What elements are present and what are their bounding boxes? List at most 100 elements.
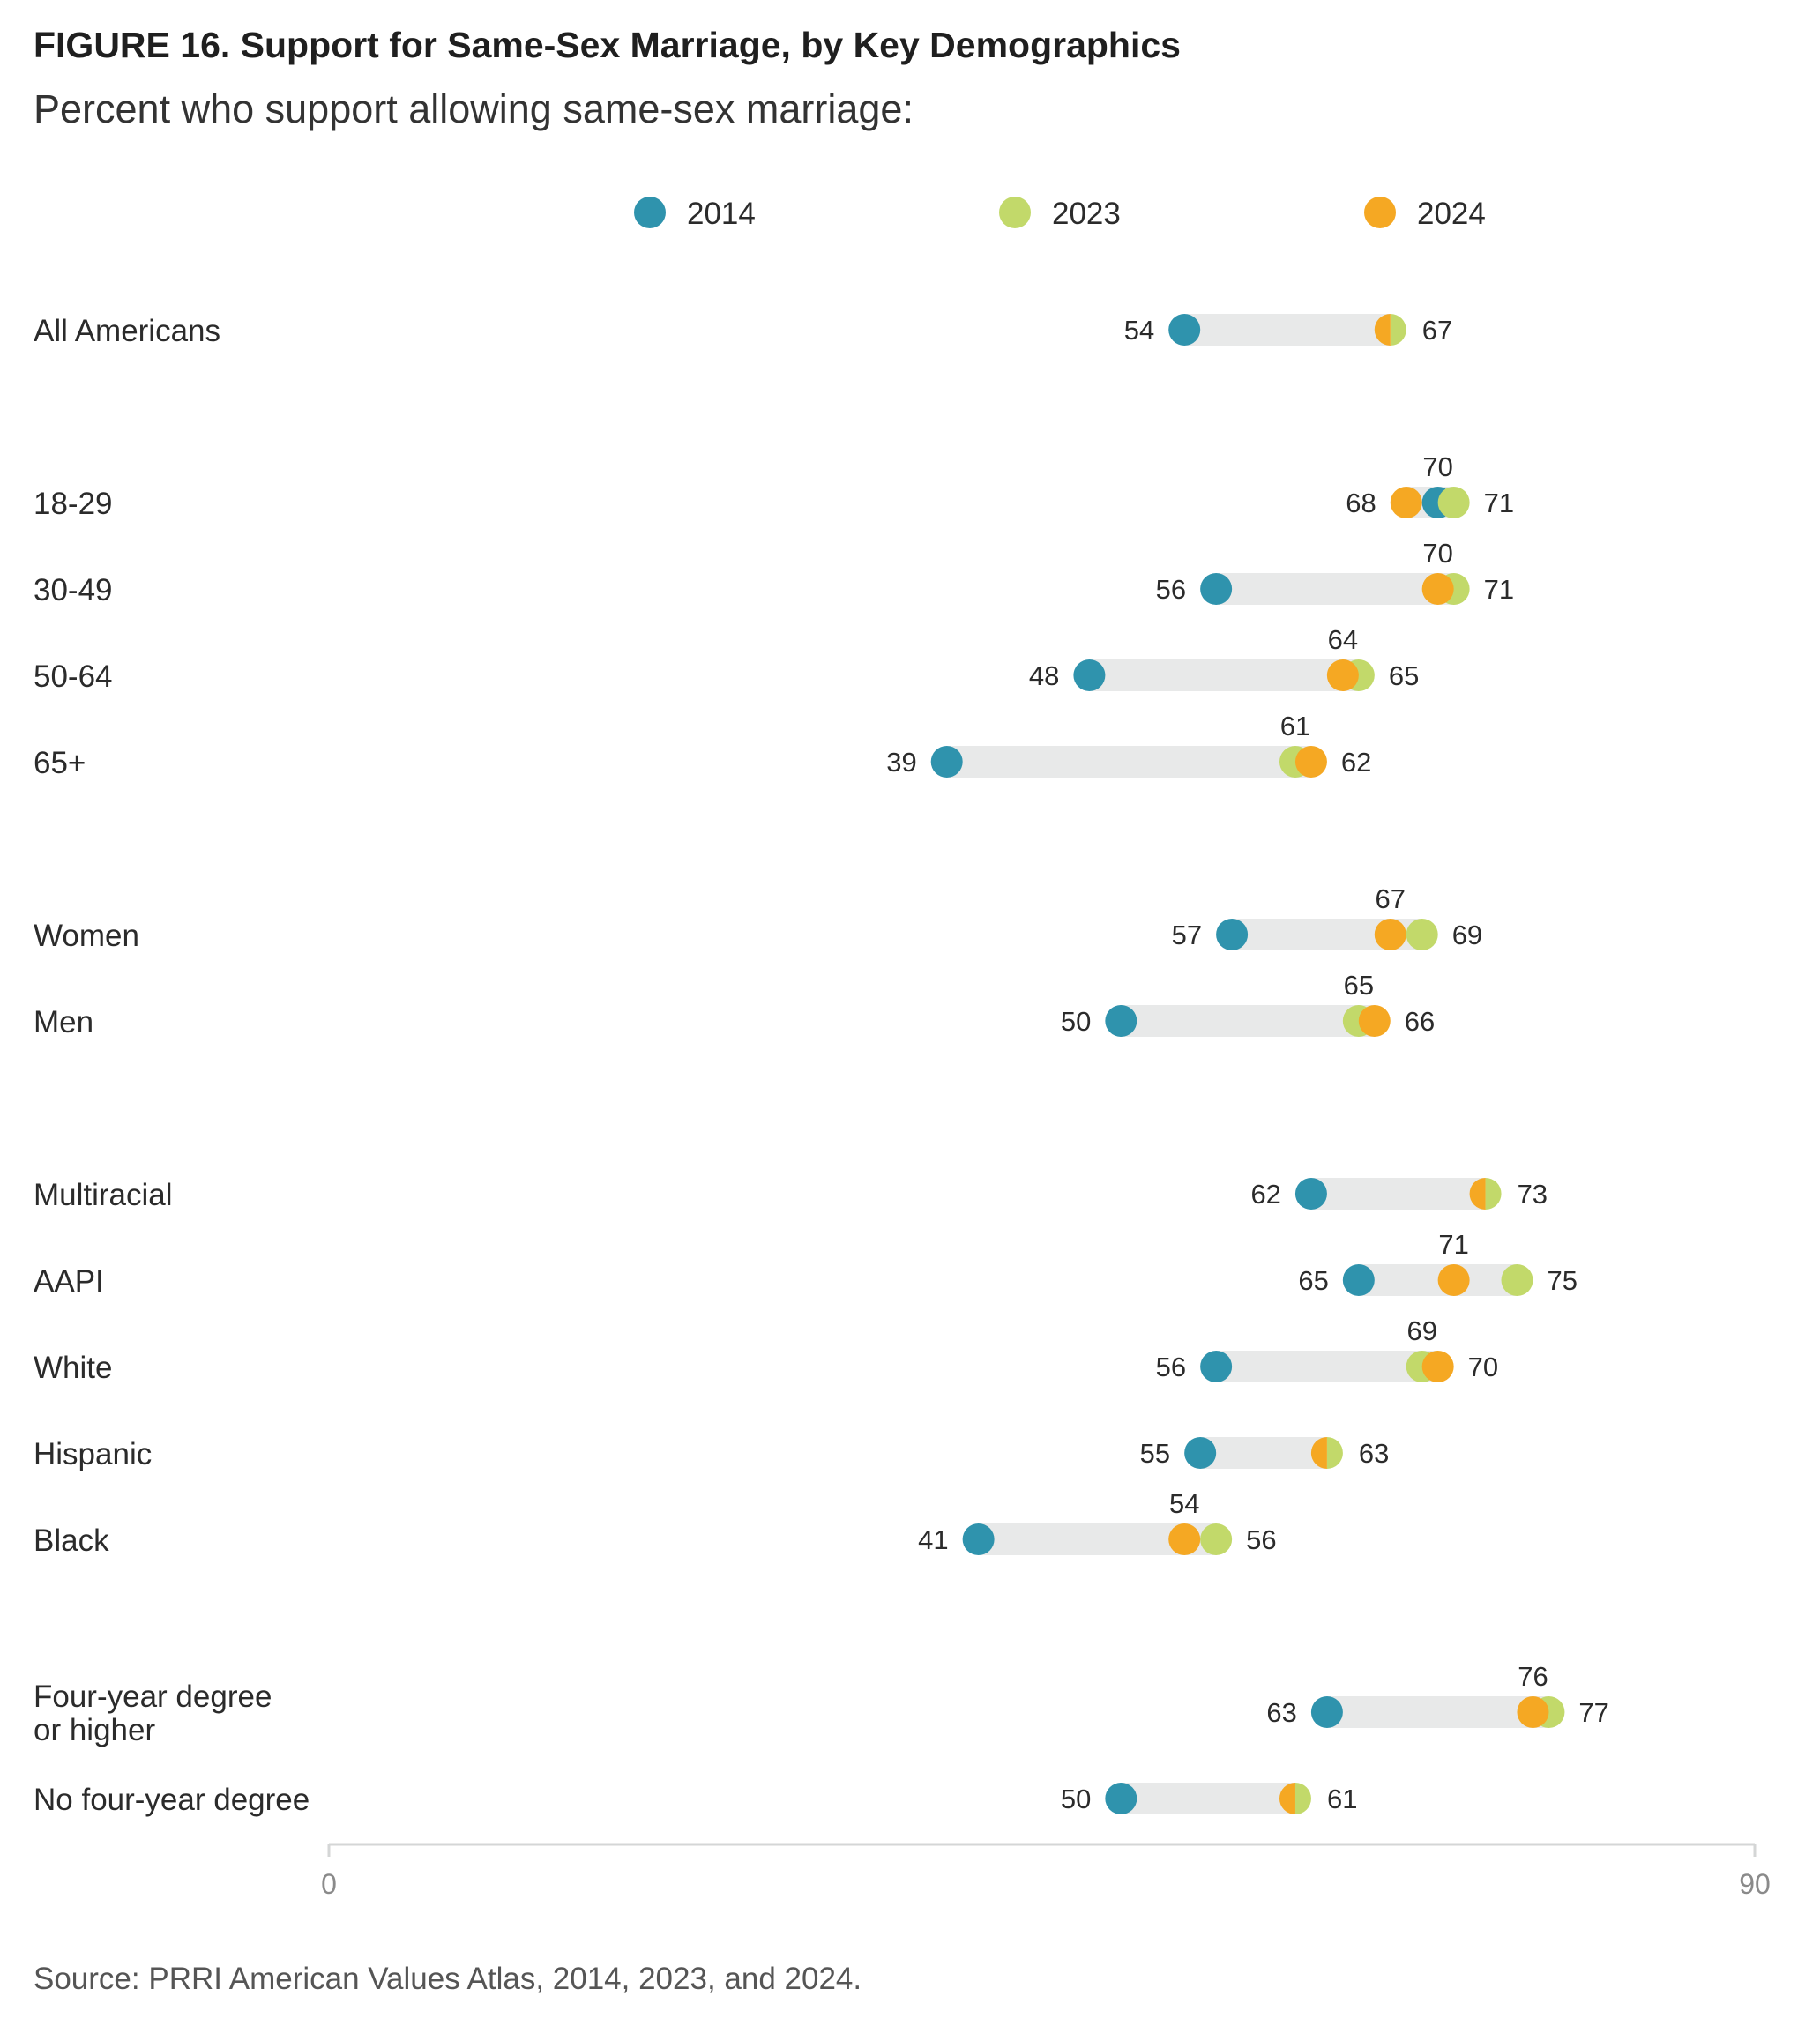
dot-2014 (1216, 919, 1249, 950)
dot-2024 (1437, 1264, 1470, 1296)
dot-2024 (1390, 487, 1422, 518)
dot-2024 (1279, 1783, 1295, 1814)
dot-2024 (1469, 1178, 1486, 1210)
dot-range-chart: 2014 2023 2024 All Americans 54 67 18-29 68 70 7… (34, 197, 1771, 1900)
dot-2024 (1168, 1523, 1201, 1555)
value-label-2023: 71 (1484, 488, 1514, 518)
chart-title: FIGURE 16. Support for Same-Sex Marriage… (34, 25, 1181, 65)
value-label-2014: 70 (1422, 451, 1452, 482)
legend: 2014 2023 2024 (634, 197, 1486, 231)
range-bar (946, 746, 1311, 778)
source-note: Source: PRRI American Values Atlas, 2014… (34, 1962, 862, 1996)
dot-2014 (1184, 1437, 1217, 1469)
row-65-: 65+ 39 61 62 (34, 711, 1371, 780)
category-label: Hispanic (34, 1437, 152, 1471)
chart-subtitle: Percent who support allowing same-sex ma… (34, 86, 914, 131)
value-label-2024: 71 (1438, 1229, 1468, 1260)
category-label: or higher (34, 1713, 155, 1747)
category-label: Black (34, 1523, 109, 1558)
range-bar (1121, 1005, 1375, 1037)
dot-2024 (1310, 1437, 1327, 1469)
value-label-2023: 75 (1548, 1265, 1578, 1296)
category-label: 50-64 (34, 659, 113, 694)
dot-2024 (1374, 919, 1406, 950)
dot-2023 (1200, 1523, 1233, 1555)
row-black: Black 41 54 56 (34, 1488, 1277, 1558)
dot-2023 (1390, 314, 1406, 346)
dot-2023 (1406, 919, 1438, 950)
range-bar (1121, 1783, 1295, 1814)
range-bar (1200, 1437, 1327, 1469)
row-women: Women 57 67 69 (34, 883, 1482, 953)
legend-label-2023: 2023 (1052, 197, 1121, 231)
dot-2014 (1073, 659, 1106, 691)
dot-2014 (1342, 1264, 1375, 1296)
value-label-2014: 57 (1172, 920, 1202, 950)
row-multiracial: Multiracial 62 73 (34, 1178, 1548, 1212)
dot-2023 (1501, 1264, 1533, 1296)
category-label: Four-year degree (34, 1680, 272, 1714)
range-bar (1216, 573, 1454, 605)
category-label: Multiracial (34, 1178, 173, 1212)
category-label: Men (34, 1005, 93, 1039)
value-label-2014: 56 (1156, 1352, 1186, 1382)
range-bar (1089, 659, 1359, 691)
dot-2024 (1517, 1696, 1549, 1728)
row-aapi: AAPI 65 71 75 (34, 1229, 1578, 1299)
dot-2014 (1200, 573, 1233, 605)
value-label-2023: 65 (1344, 970, 1374, 1001)
dot-2014 (962, 1523, 995, 1555)
dot-2014 (1310, 1696, 1343, 1728)
category-label: 30-49 (34, 573, 113, 607)
category-label: Women (34, 919, 139, 953)
dot-2024 (1421, 573, 1454, 605)
category-label: White (34, 1351, 112, 1385)
legend-label-2014: 2014 (687, 197, 756, 231)
legend-marker-2014 (634, 197, 666, 228)
row-all-americans: All Americans 54 67 (34, 314, 1452, 348)
category-label: AAPI (34, 1264, 104, 1299)
value-label-2024: 54 (1169, 1488, 1199, 1519)
range-bar (1310, 1178, 1486, 1210)
value-label-2023: 61 (1327, 1784, 1357, 1814)
row-no-four-year-degree: No four-year degree 50 61 (34, 1783, 1357, 1817)
value-label-2014: 41 (918, 1524, 948, 1555)
row-50-64: 50-64 48 64 65 (34, 624, 1419, 694)
category-label: 18-29 (34, 487, 113, 521)
dot-2024 (1421, 1351, 1454, 1382)
category-label: 65+ (34, 746, 86, 780)
value-label-2023: 69 (1406, 1315, 1436, 1346)
dot-2023 (1294, 1783, 1311, 1814)
dot-2024 (1326, 659, 1359, 691)
value-label-2014: 54 (1124, 315, 1154, 346)
value-label-2014: 50 (1061, 1006, 1091, 1037)
value-label-2024: 68 (1346, 488, 1376, 518)
dot-2014 (1200, 1351, 1233, 1382)
value-label-2024: 76 (1518, 1661, 1548, 1692)
row-white: White 56 69 70 (34, 1315, 1498, 1385)
value-label-2014: 63 (1266, 1697, 1296, 1728)
value-label-2014: 62 (1250, 1179, 1280, 1210)
value-label-2023: 63 (1359, 1438, 1389, 1469)
dot-2014 (1168, 314, 1201, 346)
range-bar (1326, 1696, 1549, 1728)
legend-marker-2024 (1364, 197, 1396, 228)
category-label: No four-year degree (34, 1783, 310, 1817)
legend-label-2024: 2024 (1417, 197, 1486, 231)
value-label-2023: 65 (1389, 660, 1419, 691)
value-label-2023: 77 (1578, 1697, 1608, 1728)
value-label-2014: 56 (1156, 574, 1186, 605)
x-axis: 0 90 (321, 1843, 1771, 1900)
value-label-2024: 67 (1376, 883, 1406, 914)
value-label-2023: 56 (1246, 1524, 1276, 1555)
value-label-2023: 61 (1280, 711, 1310, 741)
dot-2014 (1294, 1178, 1327, 1210)
dot-2024 (1374, 314, 1391, 346)
value-label-2024: 64 (1328, 624, 1358, 655)
dot-2014 (930, 746, 963, 778)
dot-2023 (1485, 1178, 1502, 1210)
dot-2024 (1294, 746, 1327, 778)
range-bar (1216, 1351, 1438, 1382)
value-label-2023: 69 (1452, 920, 1482, 950)
